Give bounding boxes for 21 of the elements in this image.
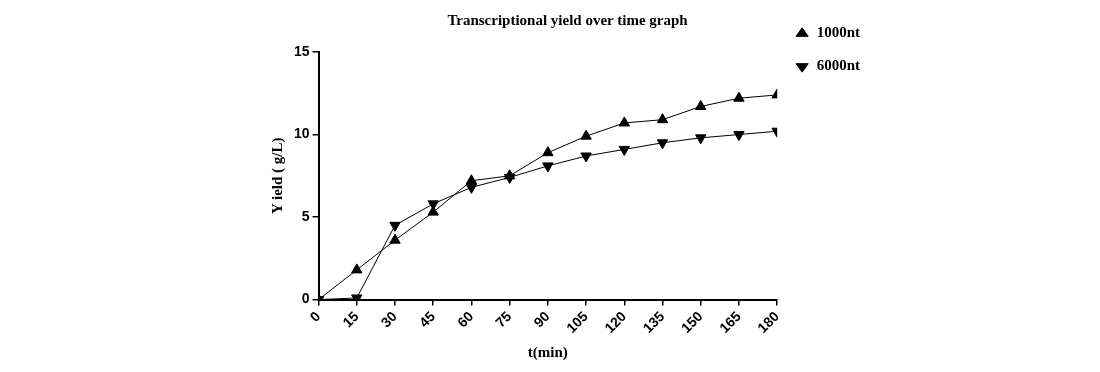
y-tick-label: 10 xyxy=(293,125,310,142)
x-tick-label: 45 xyxy=(415,307,439,331)
legend-label: 6000nt xyxy=(816,57,861,74)
x-tick-label: 150 xyxy=(677,307,706,336)
x-tick-label: 75 xyxy=(492,307,515,331)
x-tick-label: 15 xyxy=(339,307,362,331)
x-tick-label: 120 xyxy=(601,307,630,336)
x-tick-label: 135 xyxy=(639,307,668,336)
x-tick-label: 105 xyxy=(563,307,592,336)
x-tick-label: 60 xyxy=(453,307,477,331)
y-tick-label: 0 xyxy=(301,290,310,307)
x-tick-label: 90 xyxy=(530,307,553,331)
x-tick-label: 180 xyxy=(754,307,783,336)
legend-label: 1000nt xyxy=(816,24,861,41)
x-axis-title: t(min) xyxy=(527,343,568,361)
y-axis-title: Y ield ( g/L) xyxy=(268,137,286,215)
y-tick-label: 15 xyxy=(293,42,310,59)
y-tick-label: 5 xyxy=(301,207,310,224)
x-tick-label: 165 xyxy=(715,307,744,336)
chart-title: Transcriptional yield over time graph xyxy=(447,11,689,28)
x-tick-label: 30 xyxy=(377,307,400,331)
